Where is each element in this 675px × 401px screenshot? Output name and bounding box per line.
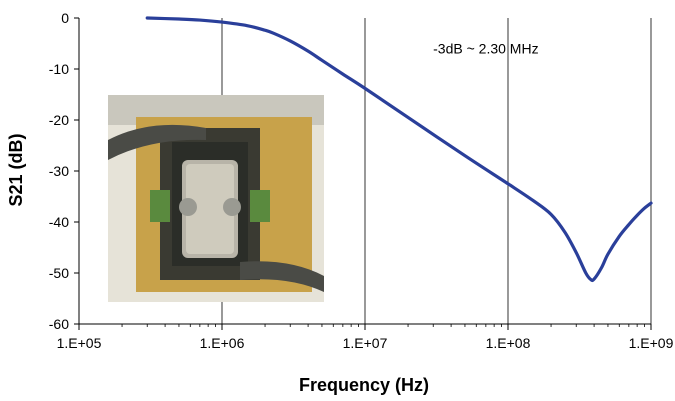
x-tick-label: 1.E+06	[200, 335, 245, 351]
inset-photo	[108, 95, 324, 302]
y-axis-label: S21 (dB)	[6, 133, 26, 206]
x-tick-label: 1.E+07	[343, 335, 388, 351]
x-tick-label: 1.E+05	[57, 335, 102, 351]
y-tick-label: 0	[61, 10, 69, 26]
series-line	[145, 16, 653, 283]
y-tick-labels: 0 -10 -20 -30 -40 -50 -60	[49, 10, 69, 332]
series-group	[145, 16, 653, 283]
x-tick-label: 1.E+08	[486, 335, 531, 351]
annotation-3db: -3dB ~ 2.30 MHz	[433, 41, 538, 57]
x-tick-labels: 1.E+05 1.E+06 1.E+07 1.E+08 1.E+09	[57, 335, 674, 351]
y-tick-label: -60	[49, 316, 69, 332]
y-tick-label: -50	[49, 265, 69, 281]
y-tick-label: -30	[49, 163, 69, 179]
y-tick-label: -40	[49, 214, 69, 230]
x-tick-label: 1.E+09	[629, 335, 674, 351]
axes	[74, 17, 652, 330]
y-tick-label: -10	[49, 61, 69, 77]
y-tick-label: -20	[49, 112, 69, 128]
x-axis-label: Frequency (Hz)	[299, 375, 429, 395]
